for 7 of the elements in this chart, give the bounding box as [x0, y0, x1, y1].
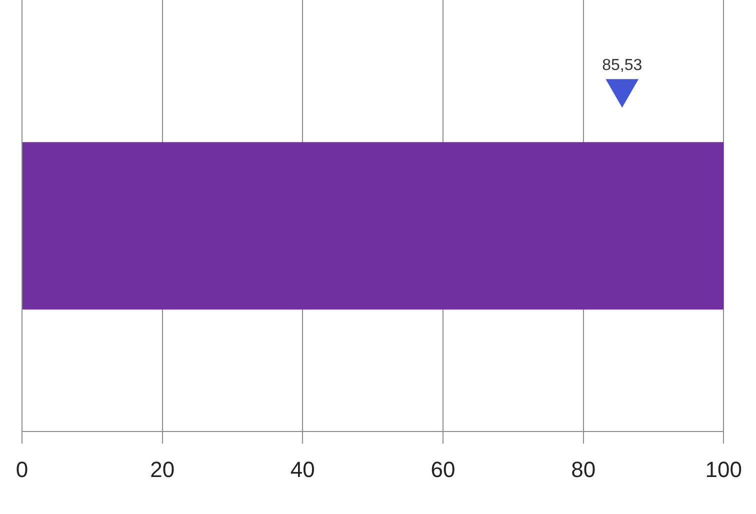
data-label: 85,53	[602, 57, 642, 74]
x-tick-label: 60	[430, 456, 456, 482]
x-tick-label: 100	[705, 456, 742, 482]
x-tick-label: 40	[290, 456, 315, 482]
x-tick-label: 20	[150, 456, 175, 482]
x-tick-label: 0	[16, 456, 28, 482]
x-tick-label: 80	[571, 456, 596, 482]
